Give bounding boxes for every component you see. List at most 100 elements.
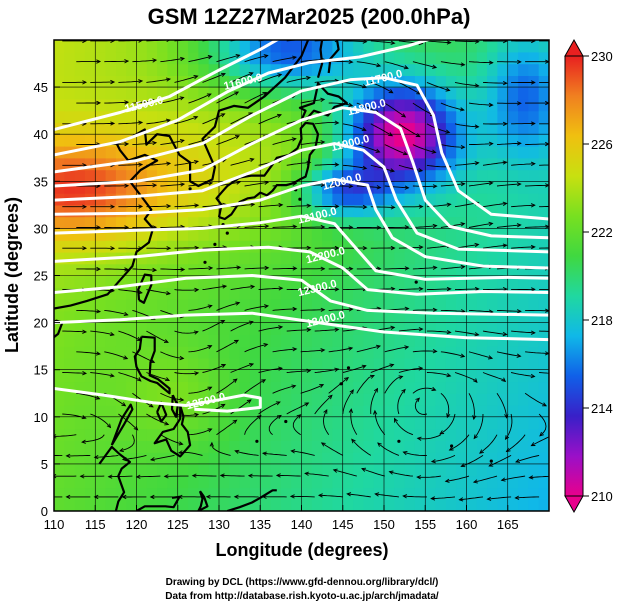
streamline-arrowhead <box>516 101 522 106</box>
field-cell <box>311 393 323 406</box>
colorbar-max-triangle <box>564 38 584 57</box>
field-cell <box>311 87 323 100</box>
streamline <box>412 350 437 353</box>
field-cell <box>322 228 333 241</box>
streamline <box>412 144 436 153</box>
field-cell <box>332 381 344 394</box>
field-cell <box>249 251 261 265</box>
field-cell <box>157 475 168 489</box>
streamline-arrowhead <box>65 494 71 500</box>
streamline-arrowhead <box>460 264 466 270</box>
x-tick-label: 160 <box>456 517 478 532</box>
streamline <box>479 434 498 454</box>
field-cell <box>280 334 292 347</box>
field-cell <box>64 204 76 218</box>
field-cell <box>322 263 333 277</box>
field-cell <box>528 98 540 112</box>
streamline-arrowhead <box>39 495 43 499</box>
field-cell <box>384 263 395 277</box>
streamline-arrowhead <box>559 330 563 334</box>
streamline-arrowhead <box>233 494 239 499</box>
field-cell <box>74 452 86 465</box>
field-cell <box>353 334 364 347</box>
streamline-arrowhead <box>234 91 240 96</box>
field-cell <box>260 310 272 324</box>
field-cell <box>146 381 158 394</box>
field-cell <box>239 440 251 453</box>
field-cell <box>239 122 251 135</box>
field-cell <box>54 487 65 500</box>
field-cell <box>136 251 148 265</box>
field-cell <box>301 228 313 241</box>
field-cell <box>167 440 179 453</box>
field-cell <box>157 334 168 347</box>
field-cell <box>435 181 447 194</box>
coastline <box>98 445 131 511</box>
field-cell <box>198 228 210 241</box>
field-cell <box>538 87 549 100</box>
streamline-arrowhead <box>250 36 254 40</box>
streamline-arrowhead <box>278 202 284 208</box>
field-cell <box>518 40 529 53</box>
streamline-arrowhead <box>106 423 112 429</box>
field-cell <box>188 263 199 277</box>
streamline <box>90 372 114 377</box>
field-cell <box>311 416 323 430</box>
field-cell <box>84 98 96 112</box>
field-cell <box>84 334 96 347</box>
field-cell <box>342 146 354 159</box>
field-cell <box>115 40 127 53</box>
field-cell <box>497 369 509 383</box>
streamline <box>104 268 129 271</box>
field-cell <box>507 169 519 182</box>
field-cell <box>146 51 158 65</box>
field-cell <box>311 228 323 241</box>
field-cell <box>188 193 199 206</box>
field-cell <box>353 487 364 500</box>
streamline-arrowhead <box>403 65 409 70</box>
streamline <box>454 81 479 87</box>
streamline-arrowhead <box>82 40 88 44</box>
streamline <box>394 418 414 436</box>
streamline-arrowhead <box>334 287 340 292</box>
field-cell <box>342 405 354 418</box>
height-contour <box>54 245 549 296</box>
streamline-arrowhead <box>401 113 407 118</box>
x-tick-label: 115 <box>85 517 106 532</box>
field-cell <box>177 75 189 88</box>
field-cell <box>311 369 323 383</box>
field-cell <box>84 275 96 288</box>
streamline-arrowhead <box>530 287 536 292</box>
field-cell <box>404 134 416 147</box>
field-cell <box>538 134 549 147</box>
field-cell <box>239 334 251 347</box>
field-cell <box>528 322 540 335</box>
streamline <box>412 267 437 270</box>
streamline-arrowhead <box>348 184 354 189</box>
field-cell <box>497 110 509 124</box>
field-cell <box>425 416 437 430</box>
field-cell <box>445 428 457 441</box>
field-cell <box>188 181 199 194</box>
field-cell <box>249 405 261 418</box>
island <box>346 366 351 370</box>
streamline-arrowhead <box>431 386 437 391</box>
field-cell <box>115 357 127 371</box>
streamline-arrowhead <box>96 59 102 64</box>
field-cell <box>84 157 96 171</box>
field-cell <box>105 416 117 430</box>
field-cell <box>84 63 96 76</box>
field-cell <box>95 357 107 371</box>
streamline-arrowhead <box>304 471 309 476</box>
field-cell <box>487 193 498 206</box>
field-cell <box>538 463 549 477</box>
streamline-arrowhead <box>460 353 466 358</box>
field-cell <box>74 416 86 430</box>
field-cell <box>167 157 179 171</box>
field-cell <box>280 204 292 218</box>
streamline <box>412 225 437 228</box>
field-cell <box>342 499 354 511</box>
field-cell <box>538 51 549 65</box>
field-cell <box>311 357 323 371</box>
streamline <box>482 372 506 382</box>
